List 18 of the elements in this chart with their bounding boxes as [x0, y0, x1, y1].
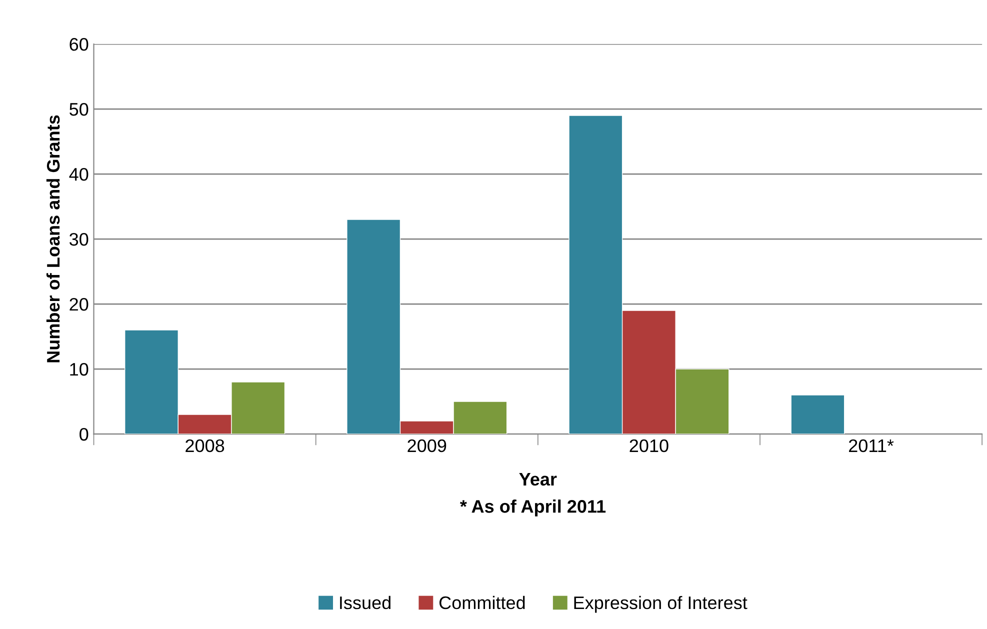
- y-tick-label: 0: [80, 428, 88, 441]
- legend-label: Committed: [439, 596, 525, 610]
- y-tick-label: 30: [70, 232, 88, 246]
- x-axis-title: Year: [519, 473, 557, 486]
- text: * As of April 2011: [460, 500, 606, 516]
- y-tick-label: 40: [69, 168, 88, 181]
- x-tick-label: 2008: [186, 439, 224, 452]
- x-tick-label: 2009: [408, 439, 446, 452]
- y-axis-title: Number of Loans and Grants: [46, 115, 60, 362]
- y-tick-label: 50: [70, 102, 88, 116]
- y-tick-label: 20: [70, 298, 88, 311]
- legend-label: Expression of Interest: [574, 596, 748, 613]
- bar: [790, 394, 845, 434]
- y-tick-label: 10: [70, 362, 88, 376]
- x-tick-label: 2011*: [849, 439, 894, 452]
- x-tick-label: 2010: [630, 439, 668, 452]
- y-tick-label: 60: [70, 38, 88, 51]
- legend-label: Issued: [340, 596, 390, 610]
